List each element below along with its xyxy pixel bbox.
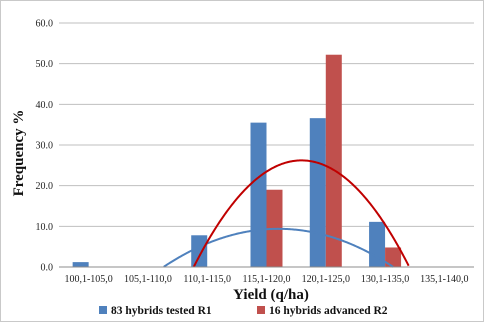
legend: 83 hybrids tested R1 16 hybrids advanced… <box>99 305 388 317</box>
x-tick-label: 105,1-110,0 <box>124 274 172 285</box>
y-tick-label: 0.0 <box>41 263 54 274</box>
legend-label-r2: 16 hybrids advanced R2 <box>269 305 388 317</box>
bars <box>72 54 402 267</box>
y-tick-label: 40.0 <box>36 100 54 111</box>
bar-r1 <box>191 235 208 267</box>
bar-r2 <box>385 247 402 267</box>
trendlines <box>163 159 410 268</box>
legend-swatch-r1 <box>99 306 107 314</box>
trendline-r2 <box>192 159 410 268</box>
y-tick-label: 10.0 <box>36 222 54 233</box>
legend-label-r1: 83 hybrids tested R1 <box>111 305 212 317</box>
x-tick-label: 110,1-115,0 <box>183 274 231 285</box>
x-tick-label: 115,1-120,0 <box>243 274 291 285</box>
y-tick-label: 60.0 <box>36 19 54 30</box>
x-tick-label: 120,1-125,0 <box>302 274 350 285</box>
x-axis-ticks: 100,1-105,0 105,1-110,0 110,1-115,0 115,1-1… <box>64 274 468 285</box>
y-tick-label: 20.0 <box>36 181 54 192</box>
bar-r2 <box>325 54 342 267</box>
trendline-r1 <box>163 227 394 268</box>
x-tick-label: 135,1-140,0 <box>420 274 468 285</box>
bar-r1 <box>250 122 267 267</box>
y-tick-label: 50.0 <box>36 59 54 70</box>
bar-r1 <box>309 118 326 267</box>
y-axis-ticks: 0.0 10.0 20.0 30.0 40.0 50.0 60.0 <box>36 19 54 274</box>
x-tick-label: 130,1-135,0 <box>361 274 409 285</box>
y-tick-label: 30.0 <box>36 141 54 152</box>
x-axis-title: Yield (q/ha) <box>233 287 309 303</box>
legend-swatch-r2 <box>257 306 265 314</box>
y-axis-title: Frequency % <box>11 110 27 197</box>
bar-r1 <box>72 262 89 267</box>
x-tick-label: 100,1-105,0 <box>64 274 112 285</box>
